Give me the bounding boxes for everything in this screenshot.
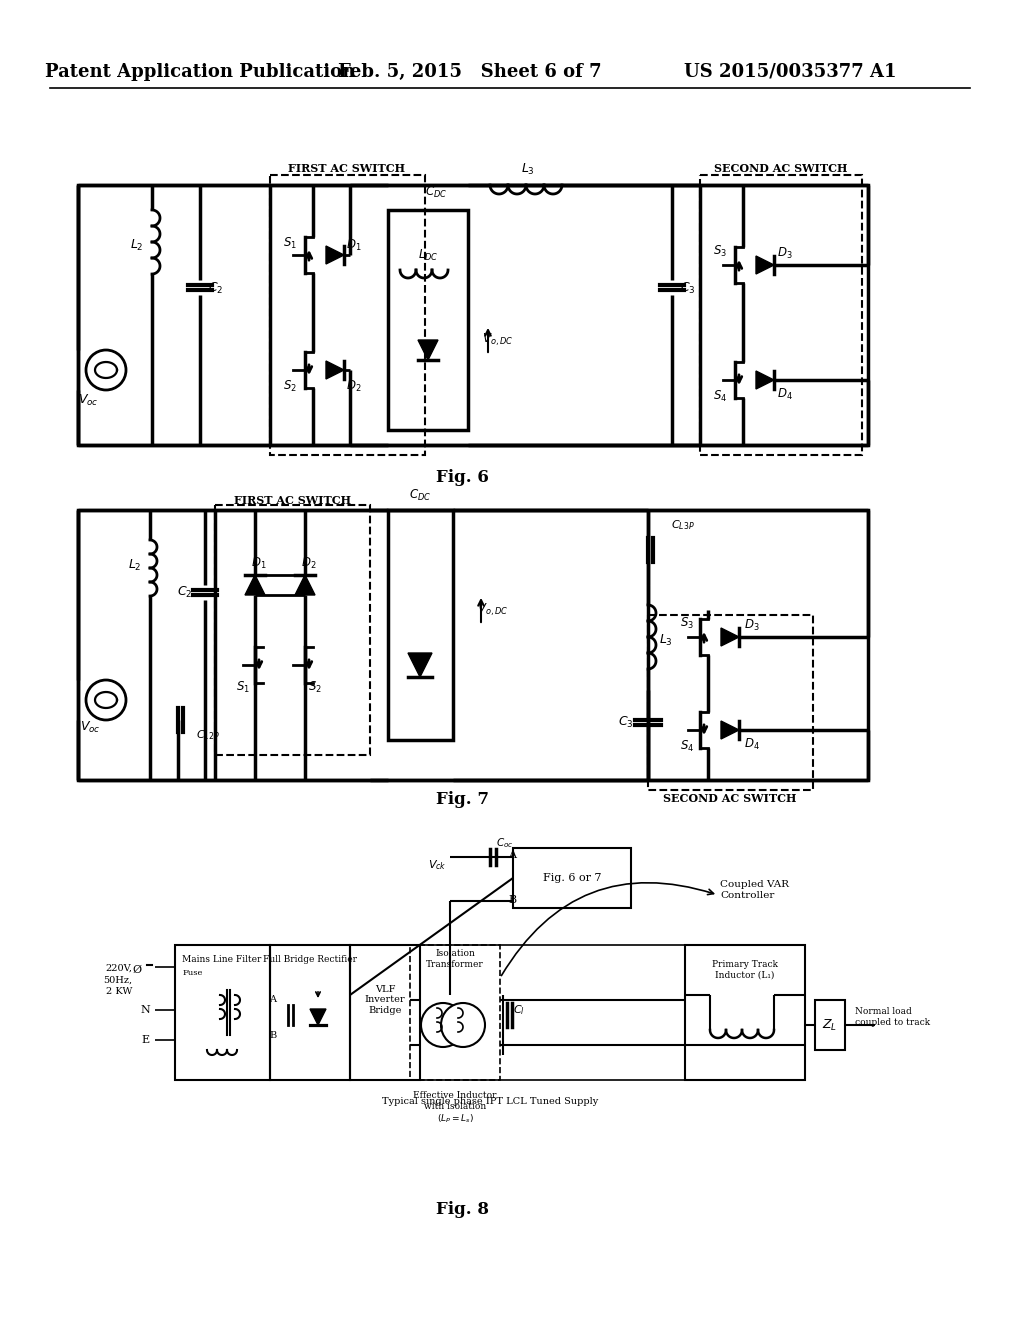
Bar	[388, 510, 453, 741]
Text: Primary Track
Inductor (L₁): Primary Track Inductor (L₁)	[712, 961, 778, 979]
Text: Ø: Ø	[133, 965, 142, 975]
Text: $L_2$: $L_2$	[130, 238, 143, 252]
Polygon shape	[295, 576, 315, 595]
Text: Patent Application Publication: Patent Application Publication	[45, 63, 355, 81]
Text: Fig. 7: Fig. 7	[435, 792, 488, 808]
Polygon shape	[245, 576, 265, 595]
Bar	[410, 945, 500, 1080]
Bar	[175, 945, 270, 1080]
Text: $D_3$: $D_3$	[744, 618, 760, 632]
Text: Feb. 5, 2015   Sheet 6 of 7: Feb. 5, 2015 Sheet 6 of 7	[338, 63, 602, 81]
Text: 2 KW: 2 KW	[105, 987, 132, 997]
Text: $S_1$: $S_1$	[283, 235, 297, 251]
Text: SECOND AC SWITCH: SECOND AC SWITCH	[664, 792, 797, 804]
Text: A: A	[508, 850, 516, 861]
Text: VLF
Inverter
Bridge: VLF Inverter Bridge	[365, 985, 406, 1015]
Text: $C_{DC}$: $C_{DC}$	[425, 185, 447, 199]
Bar	[78, 510, 868, 780]
Circle shape	[441, 1003, 485, 1047]
Text: Fig. 6: Fig. 6	[435, 469, 488, 486]
Text: US 2015/0035377 A1: US 2015/0035377 A1	[684, 63, 896, 81]
Text: $V_{o,DC}$: $V_{o,DC}$	[482, 331, 514, 348]
Text: $D_4$: $D_4$	[744, 737, 760, 751]
Bar	[815, 1001, 845, 1049]
Text: $V_{oc}$: $V_{oc}$	[78, 392, 98, 408]
Text: $C_l$: $C_l$	[513, 1003, 525, 1016]
Circle shape	[421, 1003, 465, 1047]
Bar	[685, 945, 805, 1080]
Bar	[215, 506, 370, 755]
Text: $D_1$: $D_1$	[251, 556, 267, 570]
Text: $L_3$: $L_3$	[659, 632, 673, 648]
Polygon shape	[418, 341, 438, 360]
Text: SECOND AC SWITCH: SECOND AC SWITCH	[715, 164, 848, 174]
Text: $D_4$: $D_4$	[777, 387, 793, 401]
Text: $C_{L2P}$: $C_{L2P}$	[197, 729, 220, 742]
Text: $Z_L$: $Z_L$	[822, 1018, 838, 1032]
Text: $V_{o,DC}$: $V_{o,DC}$	[477, 602, 509, 618]
Text: Coupled VAR
Controller: Coupled VAR Controller	[720, 880, 790, 900]
Text: Mains Line Filter: Mains Line Filter	[182, 954, 262, 964]
Text: $D_3$: $D_3$	[777, 246, 793, 260]
Text: 50Hz,: 50Hz,	[102, 975, 132, 985]
Polygon shape	[721, 721, 739, 739]
Polygon shape	[326, 246, 344, 264]
Text: $L_{DC}$: $L_{DC}$	[418, 247, 438, 263]
Bar	[513, 847, 631, 908]
Text: $S_2$: $S_2$	[308, 680, 322, 694]
Text: $C_{oc}$: $C_{oc}$	[497, 836, 514, 850]
Text: B: B	[508, 895, 516, 906]
Text: $S_2$: $S_2$	[283, 379, 297, 393]
Text: B: B	[269, 1031, 276, 1040]
Bar	[270, 945, 350, 1080]
Text: $C_2$: $C_2$	[208, 280, 223, 296]
Text: $S_4$: $S_4$	[713, 388, 727, 404]
Text: $C_3$: $C_3$	[680, 280, 695, 296]
Text: Typical single phase IPT LCL Tuned Supply: Typical single phase IPT LCL Tuned Suppl…	[382, 1097, 598, 1106]
Polygon shape	[326, 360, 344, 379]
Polygon shape	[408, 653, 432, 677]
Polygon shape	[756, 371, 774, 389]
Text: $S_4$: $S_4$	[680, 738, 694, 754]
Text: Fuse: Fuse	[183, 969, 203, 977]
Text: Fig. 6 or 7: Fig. 6 or 7	[543, 873, 601, 883]
Text: Isolation
Transformer: Isolation Transformer	[426, 949, 484, 969]
Text: $L_3$: $L_3$	[521, 161, 535, 177]
Text: Full Bridge Rectifier: Full Bridge Rectifier	[263, 954, 357, 964]
Text: $S_3$: $S_3$	[713, 243, 727, 259]
Polygon shape	[756, 256, 774, 275]
Text: $D_1$: $D_1$	[346, 238, 361, 252]
Text: A: A	[269, 995, 276, 1005]
Text: $V_{ck}$: $V_{ck}$	[428, 858, 446, 873]
Text: $V_{oc}$: $V_{oc}$	[80, 719, 100, 734]
Bar	[648, 615, 813, 789]
Bar	[270, 176, 425, 455]
Text: $L_2$: $L_2$	[128, 557, 141, 573]
Text: FIRST AC SWITCH: FIRST AC SWITCH	[234, 495, 351, 506]
Text: Effective Inductor
with isolation
$(L_P=L_s)$: Effective Inductor with isolation $(L_P=…	[414, 1092, 497, 1125]
Text: N: N	[140, 1005, 150, 1015]
Text: $C_2$: $C_2$	[177, 585, 193, 599]
Polygon shape	[310, 1008, 326, 1026]
Text: $C_{DC}$: $C_{DC}$	[409, 487, 431, 503]
Bar	[350, 945, 420, 1080]
Bar	[388, 210, 468, 430]
Text: Fig. 8: Fig. 8	[435, 1201, 488, 1218]
Bar	[78, 185, 868, 445]
Text: E: E	[142, 1035, 150, 1045]
Polygon shape	[721, 628, 739, 645]
Bar	[175, 945, 685, 1080]
Text: 220V,: 220V,	[105, 964, 132, 973]
Text: Normal load
coupled to track: Normal load coupled to track	[855, 1007, 930, 1027]
Text: $D_2$: $D_2$	[346, 379, 361, 393]
Text: $D_2$: $D_2$	[301, 556, 316, 570]
Text: $S_3$: $S_3$	[680, 615, 694, 631]
Text: $C_{L3P}$: $C_{L3P}$	[671, 519, 695, 532]
Bar	[700, 176, 862, 455]
Text: $S_1$: $S_1$	[236, 680, 250, 694]
Text: FIRST AC SWITCH: FIRST AC SWITCH	[289, 164, 406, 174]
Text: $C_3$: $C_3$	[618, 714, 634, 730]
